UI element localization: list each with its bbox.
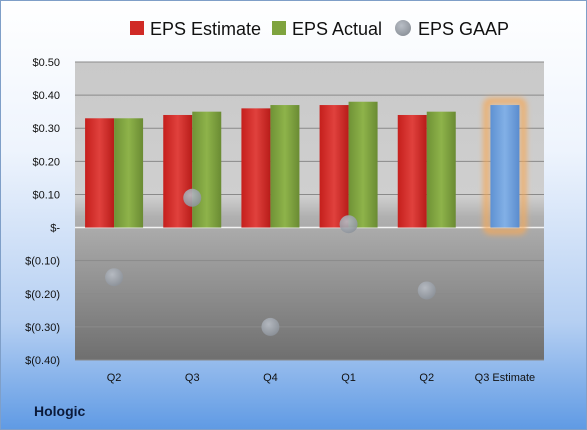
bar-eps-estimate [397, 114, 427, 228]
legend-label-actual: EPS Actual [292, 19, 382, 39]
bar-eps-actual [192, 111, 222, 228]
point-eps-gaap [261, 317, 280, 336]
bar-eps-estimate [85, 118, 115, 228]
y-tick-label: $0.50 [32, 57, 60, 69]
x-tick-label: Q2 [419, 372, 434, 384]
y-tick-label: $(0.40) [25, 355, 60, 367]
projection-glow [483, 98, 527, 235]
legend-label-estimate: EPS Estimate [150, 19, 261, 39]
bars [85, 98, 527, 235]
bar-eps-projection [490, 105, 520, 228]
legend-item-gaap: EPS GAAP [395, 19, 509, 39]
y-tick-label: $0.10 [32, 189, 60, 201]
x-tick-label: Q2 [107, 372, 122, 384]
y-tick-label: $(0.30) [25, 322, 60, 334]
y-tick-label: $0.40 [32, 90, 60, 102]
legend-label-gaap: EPS GAAP [418, 19, 509, 39]
y-tick-label: $0.30 [32, 123, 60, 135]
y-tick-label: $- [50, 223, 60, 235]
legend-swatch-gaap [395, 20, 411, 36]
y-tick-label: $0.20 [32, 156, 60, 168]
legend-swatch-estimate [130, 21, 144, 35]
x-tick-label: Q1 [341, 372, 356, 384]
point-eps-gaap [417, 281, 436, 300]
x-tick-label: Q4 [263, 372, 278, 384]
bar-eps-actual [270, 105, 300, 228]
legend: EPS Estimate EPS Actual EPS GAAP [130, 19, 509, 39]
bar-eps-estimate [319, 105, 349, 228]
y-tick-label: $(0.10) [25, 256, 60, 268]
bar-eps-actual [348, 101, 378, 228]
bar-eps-actual [426, 111, 456, 228]
gaap-points [105, 188, 436, 336]
x-tick-label: Q3 [185, 372, 200, 384]
x-tick-label: Q3 Estimate [475, 372, 536, 384]
gridlines [75, 61, 544, 361]
plot-area [75, 62, 544, 360]
point-eps-gaap [105, 268, 124, 287]
point-eps-gaap [183, 188, 202, 207]
bar-eps-estimate [241, 108, 271, 228]
y-axis-ticks: $0.50 $0.40 $0.30 $0.20 $0.10 $- $(0.10) $(0.20… [25, 57, 60, 367]
legend-item-actual: EPS Actual [272, 19, 382, 39]
bar-eps-actual [114, 118, 144, 228]
bar-eps-estimate [163, 114, 193, 228]
company-name: Hologic [34, 403, 86, 419]
legend-item-estimate: EPS Estimate [130, 19, 261, 39]
y-tick-label: $(0.20) [25, 289, 60, 301]
point-eps-gaap [339, 215, 358, 234]
x-axis-ticks: Q2 Q3 Q4 Q1 Q2 Q3 Estimate [107, 372, 535, 384]
legend-swatch-actual [272, 21, 286, 35]
